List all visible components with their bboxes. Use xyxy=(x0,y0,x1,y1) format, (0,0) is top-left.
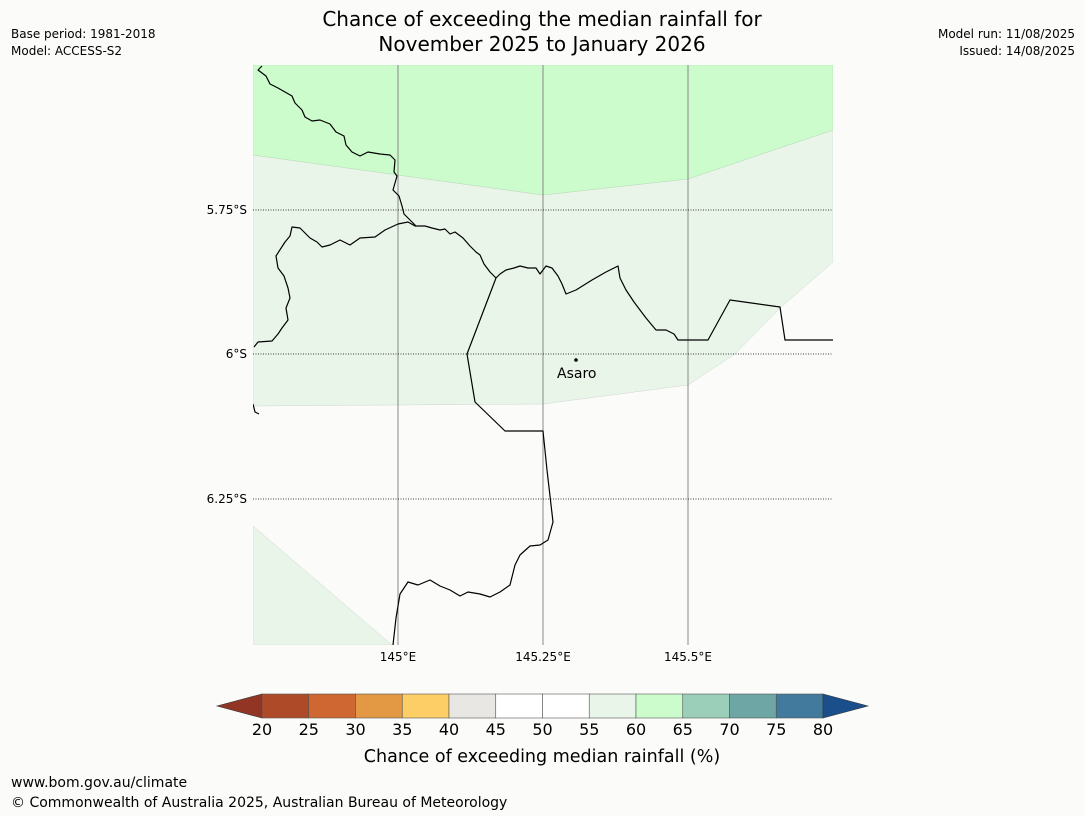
region-55-60-southwest xyxy=(253,525,393,645)
colorbar-tick-label: 80 xyxy=(813,720,833,739)
run-info: Model run: 11/08/2025 Issued: 14/08/2025 xyxy=(938,26,1075,60)
colorbar-tick-label: 65 xyxy=(673,720,693,739)
colorbar-cell xyxy=(775,693,824,719)
lon-label-145-5e: 145.5°E xyxy=(664,650,712,664)
colorbar-tick-label: 45 xyxy=(486,720,506,739)
colorbar-cell xyxy=(542,693,590,719)
colorbar-cells xyxy=(215,693,870,719)
colorbar-tick-labels: 20 25 30 35 40 45 50 55 60 65 70 75 80 xyxy=(252,720,833,739)
province-boundaries xyxy=(253,65,833,645)
colorbar-tick-label: 20 xyxy=(252,720,272,739)
colorbar-cell xyxy=(682,693,730,719)
model-name-text: Model: ACCESS-S2 xyxy=(11,44,123,58)
colorbar-tick-label: 30 xyxy=(345,720,365,739)
lon-label-145-25e: 145.25°E xyxy=(515,650,571,664)
colorbar-tick-label: 35 xyxy=(392,720,412,739)
colorbar-tick-label: 60 xyxy=(626,720,646,739)
boundary-west xyxy=(253,221,497,348)
colorbar-cell xyxy=(401,693,450,719)
map-panel: Asaro xyxy=(253,65,833,645)
colorbar-tick-label: 25 xyxy=(299,720,319,739)
asaro-marker xyxy=(574,358,578,362)
model-info: Base period: 1981-2018 Model: ACCESS-S2 xyxy=(11,26,156,60)
latitude-labels: 5.75°S 6°S 6.25°S xyxy=(207,203,247,506)
colorbar-low-extend xyxy=(215,693,263,719)
colorbar-cell xyxy=(495,693,543,719)
colorbar-cell xyxy=(261,693,310,719)
lon-label-145e: 145°E xyxy=(380,650,417,664)
asaro-label: Asaro xyxy=(557,366,596,382)
colorbar-cell xyxy=(448,693,497,719)
model-run-text: Model run: 11/08/2025 xyxy=(937,27,1075,41)
colorbar-cell xyxy=(588,693,637,719)
longitude-labels: 145°E 145.25°E 145.5°E xyxy=(380,650,712,664)
boundary-south xyxy=(392,277,554,645)
colorbar-tick-label: 75 xyxy=(766,720,786,739)
colorbar-label: Chance of exceeding median rainfall (%) xyxy=(364,747,720,767)
page-title: Chance of exceeding the median rainfall … xyxy=(242,7,842,57)
lat-label-6s: 6°S xyxy=(226,347,247,361)
colorbar-cell xyxy=(308,693,356,719)
colorbar-tick-label: 55 xyxy=(579,720,599,739)
colorbar: 20 25 30 35 40 45 50 55 60 65 70 75 80 Chance of exc… xyxy=(215,693,870,767)
issued-date-text: Issued: 14/08/2025 xyxy=(959,44,1075,58)
colorbar-tick-label: 70 xyxy=(719,720,739,739)
colorbar-cell xyxy=(635,693,684,719)
title-line-1: Chance of exceeding the median rainfall … xyxy=(322,7,762,31)
meridian-lines xyxy=(397,65,689,645)
footer-url: www.bom.gov.au/climate xyxy=(11,775,188,791)
colorbar-tick-label: 50 xyxy=(532,720,552,739)
base-period-text: Base period: 1981-2018 xyxy=(11,27,156,41)
title-line-2: November 2025 to January 2026 xyxy=(378,32,706,56)
boundary-fragment-west xyxy=(253,403,260,415)
colorbar-cell xyxy=(355,693,403,719)
colorbar-high-extend xyxy=(822,693,870,719)
lat-label-5-75s: 5.75°S xyxy=(207,203,247,217)
colorbar-tick-label: 40 xyxy=(439,720,459,739)
parallel-lines xyxy=(253,209,833,500)
boundary-central-east xyxy=(495,265,833,341)
boundary-northwest xyxy=(257,65,417,227)
colorbar-cell xyxy=(729,693,777,719)
footer-copyright: © Commonwealth of Australia 2025, Austra… xyxy=(11,795,508,811)
lat-label-6-25s: 6.25°S xyxy=(207,492,247,506)
